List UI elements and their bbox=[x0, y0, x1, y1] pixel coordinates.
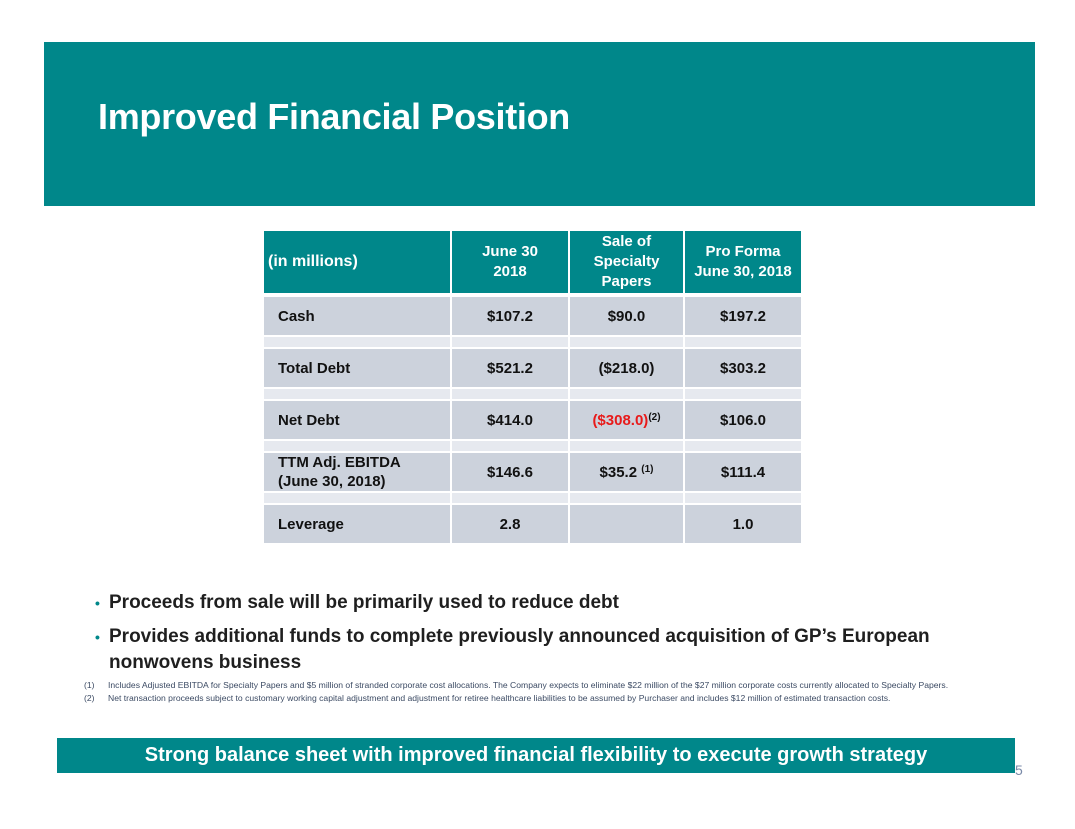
table-spacer bbox=[264, 335, 801, 347]
page-title: Improved Financial Position bbox=[98, 96, 570, 137]
cell-june30: $146.6 bbox=[452, 451, 568, 491]
row-label: Net Debt bbox=[264, 399, 450, 439]
cell-proforma: 1.0 bbox=[685, 503, 801, 543]
table-spacer bbox=[264, 491, 801, 503]
cell-sale bbox=[570, 503, 683, 543]
bullet-text: Proceeds from sale will be primarily use… bbox=[109, 592, 619, 613]
bullet-dot-icon: • bbox=[95, 595, 100, 611]
cell-june30: $107.2 bbox=[452, 295, 568, 335]
cell-sale-value: ($308.0) bbox=[592, 411, 649, 429]
footnote-ref: (2) bbox=[648, 411, 661, 423]
cell-proforma: $197.2 bbox=[685, 295, 801, 335]
row-label: Leverage bbox=[264, 503, 450, 543]
table-row-total-debt: Total Debt $521.2 ($218.0) $303.2 bbox=[264, 347, 801, 387]
bullet-text: Provides additional funds to complete pr… bbox=[109, 626, 930, 673]
footer-banner: Strong balance sheet with improved finan… bbox=[57, 738, 1015, 773]
cell-sale: ($308.0)(2) bbox=[570, 399, 683, 439]
table-row-net-debt: Net Debt $414.0 ($308.0)(2) $106.0 bbox=[264, 399, 801, 439]
bullet-dot-icon: • bbox=[95, 629, 100, 645]
page-number: 5 bbox=[1015, 762, 1023, 778]
bullet-item: • Provides additional funds to complete … bbox=[95, 624, 1015, 676]
footnote: (1) Includes Adjusted EBITDA for Special… bbox=[84, 679, 984, 692]
bullet-list: • Proceeds from sale will be primarily u… bbox=[95, 590, 1015, 684]
row-label: Total Debt bbox=[264, 347, 450, 387]
column-header-sale: Sale of Specialty Papers bbox=[570, 231, 683, 295]
footnote-number: (1) bbox=[84, 680, 95, 690]
cell-sale: $90.0 bbox=[570, 295, 683, 335]
table-spacer bbox=[264, 439, 801, 451]
title-banner: Improved Financial Position bbox=[44, 42, 1035, 206]
footnote-text: Net transaction proceeds subject to cust… bbox=[108, 692, 891, 703]
table-spacer bbox=[264, 387, 801, 399]
bullet-item: • Proceeds from sale will be primarily u… bbox=[95, 590, 1015, 616]
cell-proforma: $106.0 bbox=[685, 399, 801, 439]
footnote: (2) Net transaction proceeds subject to … bbox=[84, 692, 984, 705]
row-label: TTM Adj. EBITDA (June 30, 2018) bbox=[264, 451, 450, 491]
footnote-number: (2) bbox=[84, 692, 95, 703]
table-row-leverage: Leverage 2.8 1.0 bbox=[264, 503, 801, 543]
footnote-ref: (1) bbox=[641, 463, 654, 475]
column-header-june30: June 30 2018 bbox=[452, 231, 568, 295]
table-row-cash: Cash $107.2 $90.0 $197.2 bbox=[264, 295, 801, 335]
row-label: Cash bbox=[264, 295, 450, 335]
cell-sale-value: $35.2 bbox=[599, 463, 638, 481]
cell-sale: ($218.0) bbox=[570, 347, 683, 387]
cell-proforma: $111.4 bbox=[685, 451, 801, 491]
cell-sale: $35.2 (1) bbox=[570, 451, 683, 491]
footnote-text: Includes Adjusted EBITDA for Specialty P… bbox=[108, 680, 949, 690]
table-header-row: (in millions) June 30 2018 Sale of Special… bbox=[264, 231, 801, 295]
column-header-proforma: Pro Forma June 30, 2018 bbox=[685, 231, 801, 295]
cell-june30: $521.2 bbox=[452, 347, 568, 387]
column-header-units: (in millions) bbox=[264, 231, 450, 295]
footnotes: (1) Includes Adjusted EBITDA for Special… bbox=[84, 679, 984, 704]
cell-june30: $414.0 bbox=[452, 399, 568, 439]
financial-table: (in millions) June 30 2018 Sale of Special… bbox=[262, 231, 803, 543]
table-row-ebitda: TTM Adj. EBITDA (June 30, 2018) $146.6 $… bbox=[264, 451, 801, 491]
cell-june30: 2.8 bbox=[452, 503, 568, 543]
cell-proforma: $303.2 bbox=[685, 347, 801, 387]
